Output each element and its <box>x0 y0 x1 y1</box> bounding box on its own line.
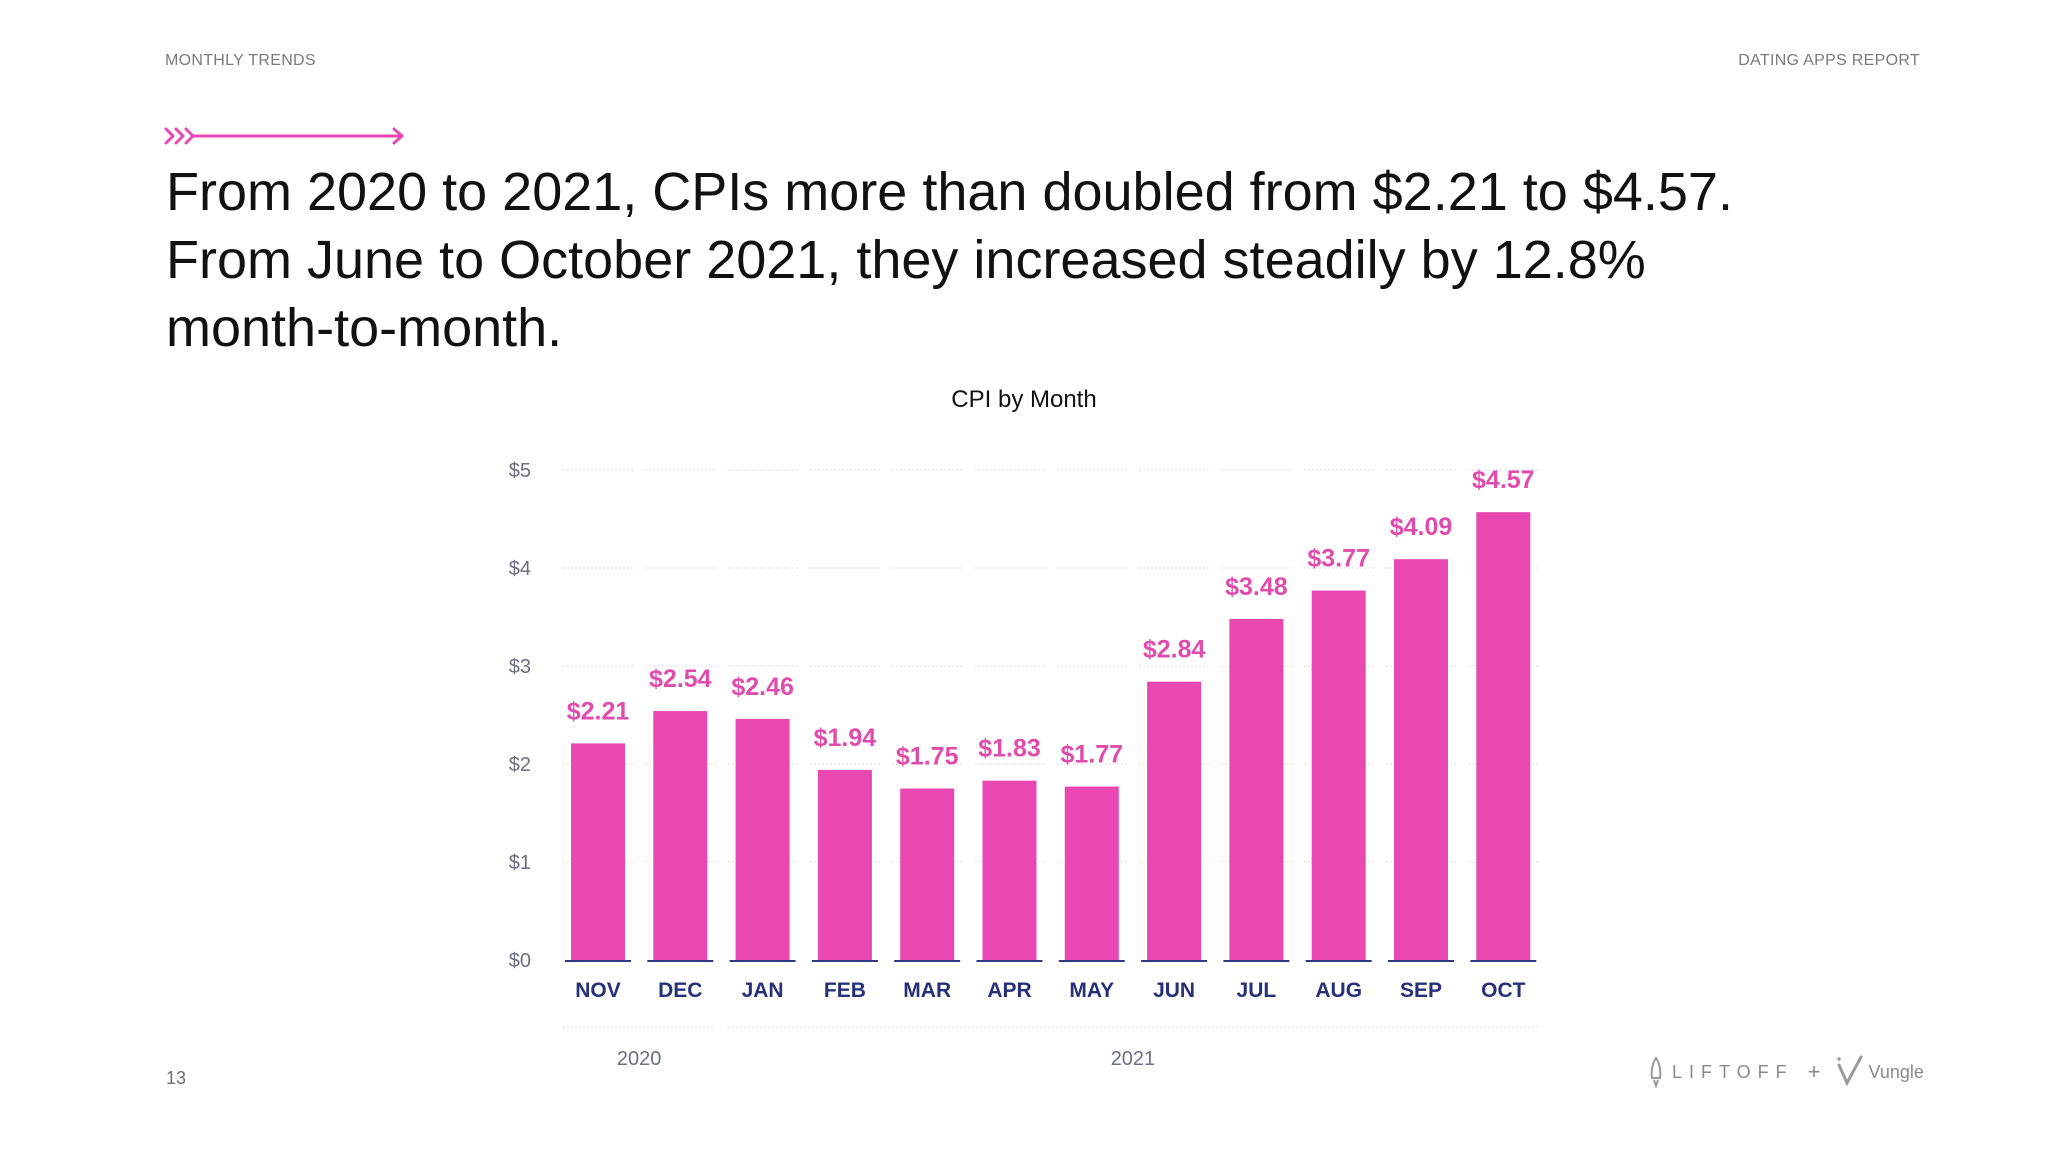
report-label: DATING APPS REPORT <box>1738 52 1920 69</box>
liftoff-logo: LIFTOFF <box>1672 1061 1794 1082</box>
bar-value-label: $2.54 <box>649 665 712 693</box>
month-label: FEB <box>824 979 866 1002</box>
bar-value-label: $3.48 <box>1225 573 1288 601</box>
bar-value-label: $2.21 <box>567 697 630 725</box>
vungle-mark-icon <box>1836 1055 1863 1087</box>
decorative-arrow-icon <box>164 127 404 145</box>
month-label: JAN <box>742 979 784 1002</box>
y-tick-label: $0 <box>509 950 531 972</box>
bar-value-label: $3.77 <box>1307 545 1370 573</box>
month-label: AUG <box>1315 979 1362 1002</box>
month-label: APR <box>987 979 1031 1002</box>
month-label: JUL <box>1237 979 1277 1002</box>
bar-value-label: $4.09 <box>1390 513 1453 541</box>
bar <box>982 780 1037 960</box>
headline: From 2020 to 2021, CPIs more than double… <box>166 162 1733 358</box>
month-label: OCT <box>1481 979 1526 1002</box>
vungle-logo: Vungle <box>1868 1061 1924 1082</box>
month-label: DEC <box>658 979 702 1002</box>
y-tick-label: $5 <box>509 460 531 482</box>
bar-value-label: $1.83 <box>978 735 1041 763</box>
bar <box>1476 512 1531 960</box>
y-tick-label: $2 <box>509 754 531 776</box>
month-label: MAY <box>1069 979 1114 1002</box>
bar-value-label: $2.84 <box>1143 636 1206 664</box>
logo-plus: + <box>1807 1059 1821 1084</box>
brand-logos: LIFTOFF + Vungle <box>1646 1055 1924 1089</box>
y-tick-label: $3 <box>509 656 531 678</box>
bar <box>1394 559 1448 960</box>
bar <box>900 788 955 960</box>
bar-value-label: $1.94 <box>814 724 877 752</box>
bar <box>1229 618 1284 960</box>
bar <box>1147 681 1202 960</box>
bar <box>653 711 708 960</box>
bar <box>571 743 625 960</box>
y-tick-label: $1 <box>509 852 531 874</box>
page-number: 13 <box>166 1068 187 1088</box>
bar <box>1311 590 1366 960</box>
year-label: 2020 <box>617 1048 662 1070</box>
bar-value-label: $1.77 <box>1061 741 1124 769</box>
year-label: 2021 <box>1111 1048 1156 1070</box>
bar-value-label: $1.75 <box>896 743 959 771</box>
month-label: JUN <box>1153 979 1195 1002</box>
rocket-icon <box>1650 1056 1662 1088</box>
bar <box>735 718 790 960</box>
y-tick-label: $4 <box>509 558 531 580</box>
section-label: MONTHLY TRENDS <box>165 52 316 69</box>
chart-title: CPI by Month <box>951 386 1097 413</box>
month-label: SEP <box>1400 979 1442 1002</box>
month-label: MAR <box>903 979 951 1002</box>
bar-value-label: $2.46 <box>731 673 794 701</box>
bar-value-label: $4.57 <box>1472 466 1535 494</box>
month-label: NOV <box>575 979 621 1002</box>
bar <box>1064 786 1119 960</box>
bar <box>817 769 872 960</box>
